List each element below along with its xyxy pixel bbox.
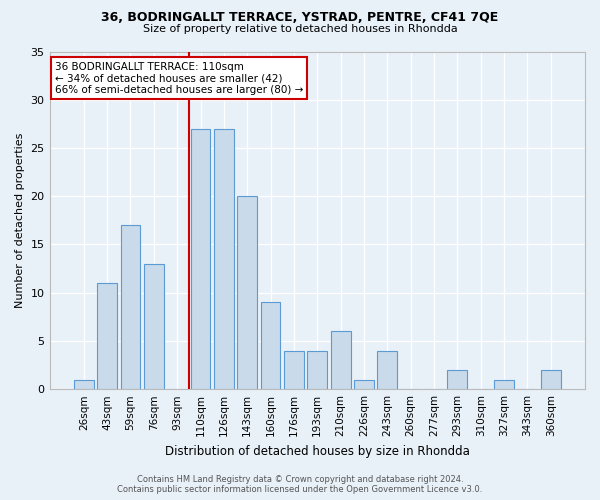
Bar: [284, 350, 304, 389]
Text: Contains HM Land Registry data © Crown copyright and database right 2024.
Contai: Contains HM Land Registry data © Crown c…: [118, 474, 482, 494]
Bar: [307, 350, 327, 389]
Bar: [121, 225, 140, 389]
Bar: [260, 302, 280, 389]
Text: Size of property relative to detached houses in Rhondda: Size of property relative to detached ho…: [143, 24, 457, 34]
Bar: [541, 370, 560, 389]
Bar: [377, 350, 397, 389]
Bar: [354, 380, 374, 389]
Bar: [238, 196, 257, 389]
Bar: [331, 332, 350, 389]
Bar: [214, 128, 234, 389]
Text: 36, BODRINGALLT TERRACE, YSTRAD, PENTRE, CF41 7QE: 36, BODRINGALLT TERRACE, YSTRAD, PENTRE,…: [101, 11, 499, 24]
X-axis label: Distribution of detached houses by size in Rhondda: Distribution of detached houses by size …: [165, 444, 470, 458]
Bar: [144, 264, 164, 389]
Bar: [448, 370, 467, 389]
Bar: [74, 380, 94, 389]
Text: 36 BODRINGALLT TERRACE: 110sqm
← 34% of detached houses are smaller (42)
66% of : 36 BODRINGALLT TERRACE: 110sqm ← 34% of …: [55, 62, 303, 95]
Bar: [191, 128, 211, 389]
Bar: [494, 380, 514, 389]
Y-axis label: Number of detached properties: Number of detached properties: [15, 132, 25, 308]
Bar: [97, 283, 117, 389]
